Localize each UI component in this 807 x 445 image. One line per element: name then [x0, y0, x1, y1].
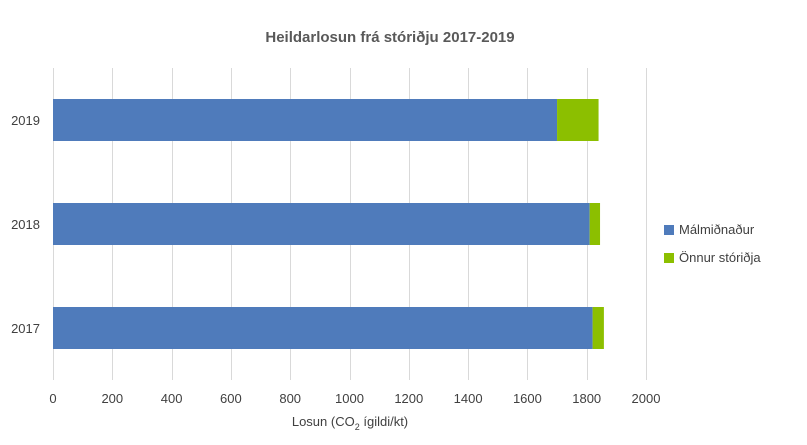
bar-2018-series-1: [589, 203, 601, 245]
bars: [53, 99, 604, 349]
x-tick-label: 1400: [454, 391, 483, 406]
x-tick-label: 1800: [572, 391, 601, 406]
bar-2017-series-0: [53, 307, 593, 349]
bar-2019-series-0: [53, 99, 558, 141]
x-tick-label: 200: [101, 391, 123, 406]
x-axis-label-suffix: ígildi/kt): [360, 414, 408, 429]
y-tick-label: 2017: [11, 321, 40, 336]
bar-2019-series-1: [557, 99, 599, 141]
y-tick-label: 2019: [11, 113, 40, 128]
x-tick-labels: 0 200 400 600 800 1000 1200 1400 1600 1800 2000: [49, 391, 660, 406]
x-axis-label-prefix: Losun (CO: [292, 414, 355, 429]
x-tick-label: 0: [49, 391, 56, 406]
x-tick-label: 2000: [632, 391, 661, 406]
x-axis-label-subscript: 2: [355, 422, 360, 432]
x-tick-label: 600: [220, 391, 242, 406]
legend-swatch: [664, 225, 674, 235]
x-tick-label: 1000: [335, 391, 364, 406]
legend: Málmiðnaður Önnur stóriðja: [664, 222, 761, 265]
x-axis-label: Losun (CO2 ígildi/kt): [292, 414, 408, 432]
legend-label: Málmiðnaður: [679, 222, 755, 237]
bar-2017-series-1: [592, 307, 604, 349]
x-tick-label: 400: [161, 391, 183, 406]
x-tick-label: 800: [279, 391, 301, 406]
legend-label: Önnur stóriðja: [679, 250, 761, 265]
x-tick-label: 1200: [394, 391, 423, 406]
legend-swatch: [664, 253, 674, 263]
y-tick-labels: 2019 2018 2017: [11, 113, 40, 336]
x-tick-label: 1600: [513, 391, 542, 406]
chart-title: Heildarlosun frá stóriðju 2017-2019: [265, 29, 514, 46]
bar-2018-series-0: [53, 203, 590, 245]
y-tick-label: 2018: [11, 217, 40, 232]
